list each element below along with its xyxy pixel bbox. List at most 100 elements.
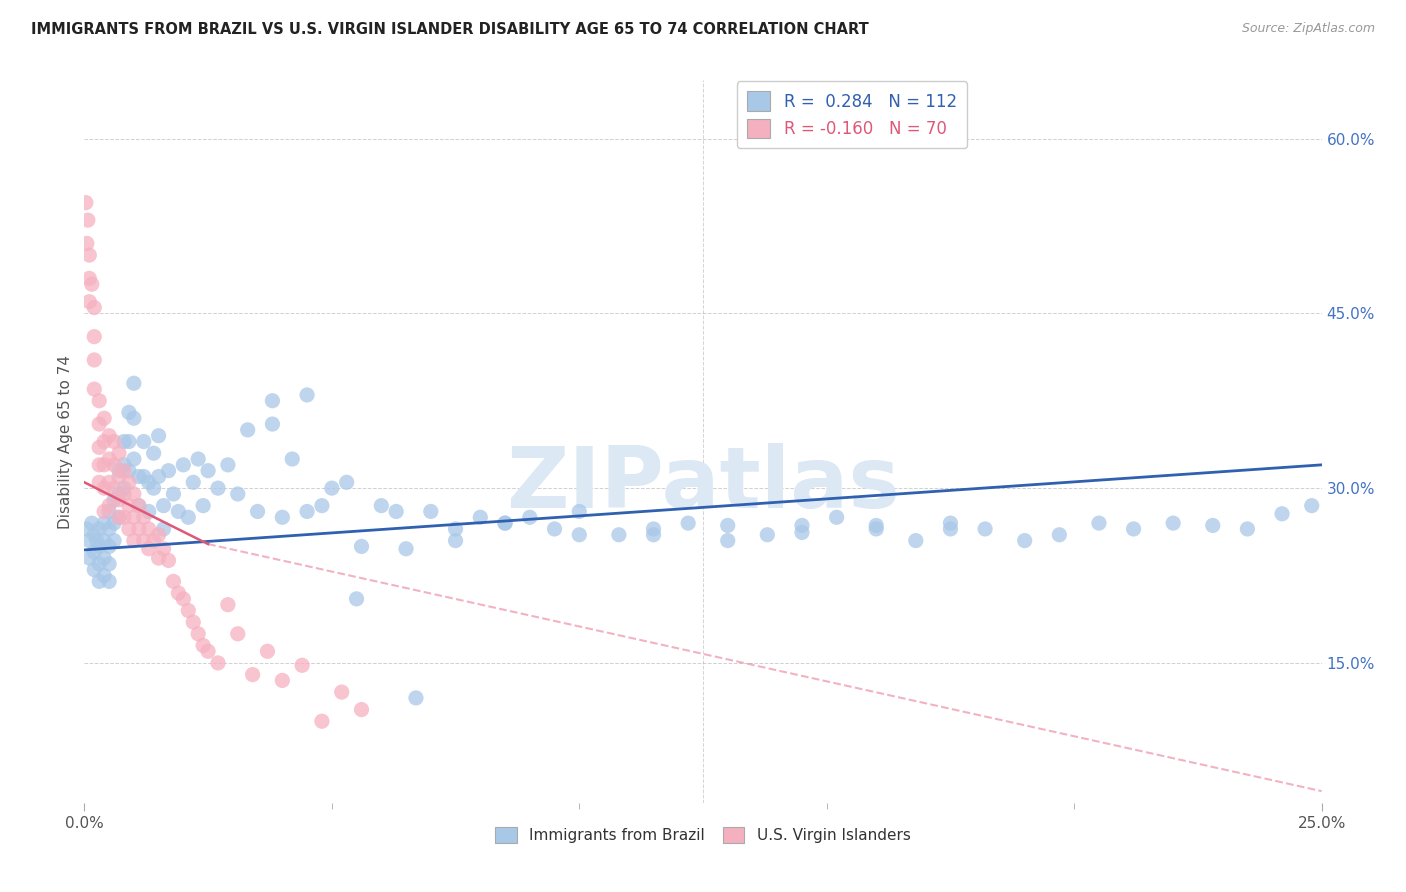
Point bbox=[1161, 516, 1184, 530]
Point bbox=[112, 510, 135, 524]
Point bbox=[122, 487, 145, 501]
Point bbox=[865, 522, 887, 536]
Point bbox=[93, 551, 115, 566]
Point bbox=[79, 248, 101, 262]
Point bbox=[281, 452, 304, 467]
Point bbox=[108, 446, 131, 460]
Point bbox=[122, 510, 145, 524]
Point bbox=[162, 487, 184, 501]
Point bbox=[346, 591, 368, 606]
Text: ZIPatlas: ZIPatlas bbox=[506, 443, 900, 526]
Point bbox=[519, 510, 541, 524]
Point bbox=[246, 504, 269, 518]
Point bbox=[470, 510, 492, 524]
Point bbox=[197, 464, 219, 478]
Point bbox=[98, 452, 121, 467]
Point bbox=[89, 574, 111, 589]
Point bbox=[93, 458, 115, 472]
Point bbox=[177, 510, 200, 524]
Point bbox=[86, 533, 108, 548]
Point bbox=[311, 714, 333, 729]
Point bbox=[207, 481, 229, 495]
Point bbox=[118, 499, 141, 513]
Point bbox=[118, 405, 141, 419]
Point bbox=[904, 533, 927, 548]
Point bbox=[643, 522, 665, 536]
Point bbox=[89, 557, 111, 571]
Point bbox=[167, 586, 190, 600]
Point bbox=[108, 492, 131, 507]
Point bbox=[89, 522, 111, 536]
Point bbox=[118, 434, 141, 449]
Legend: Immigrants from Brazil, U.S. Virgin Islanders: Immigrants from Brazil, U.S. Virgin Isla… bbox=[489, 821, 917, 849]
Point bbox=[122, 411, 145, 425]
Point bbox=[370, 499, 392, 513]
Point bbox=[132, 533, 155, 548]
Point bbox=[89, 393, 111, 408]
Point bbox=[568, 528, 591, 542]
Point bbox=[825, 510, 848, 524]
Point bbox=[939, 516, 962, 530]
Point bbox=[217, 598, 239, 612]
Point bbox=[444, 533, 467, 548]
Point bbox=[271, 510, 294, 524]
Point bbox=[717, 518, 740, 533]
Point bbox=[103, 434, 125, 449]
Point bbox=[226, 627, 249, 641]
Point bbox=[1088, 516, 1111, 530]
Point bbox=[132, 434, 155, 449]
Point bbox=[138, 475, 160, 490]
Point bbox=[75, 195, 97, 210]
Point bbox=[76, 522, 98, 536]
Point bbox=[83, 382, 105, 396]
Point bbox=[103, 516, 125, 530]
Point bbox=[93, 411, 115, 425]
Point bbox=[112, 464, 135, 478]
Point bbox=[112, 434, 135, 449]
Point bbox=[142, 446, 165, 460]
Point bbox=[311, 499, 333, 513]
Point bbox=[1301, 499, 1323, 513]
Point bbox=[152, 499, 174, 513]
Point bbox=[494, 516, 516, 530]
Point bbox=[89, 417, 111, 431]
Point bbox=[756, 528, 779, 542]
Point bbox=[112, 481, 135, 495]
Point bbox=[112, 458, 135, 472]
Point bbox=[76, 213, 98, 227]
Point bbox=[108, 510, 131, 524]
Point bbox=[128, 499, 150, 513]
Point bbox=[108, 510, 131, 524]
Point bbox=[291, 658, 314, 673]
Point bbox=[83, 353, 105, 368]
Point bbox=[98, 540, 121, 554]
Point bbox=[98, 428, 121, 442]
Text: Source: ZipAtlas.com: Source: ZipAtlas.com bbox=[1241, 22, 1375, 36]
Point bbox=[1236, 522, 1258, 536]
Point bbox=[103, 492, 125, 507]
Point bbox=[1014, 533, 1036, 548]
Point bbox=[207, 656, 229, 670]
Point bbox=[790, 518, 813, 533]
Point bbox=[128, 469, 150, 483]
Point bbox=[162, 574, 184, 589]
Text: IMMIGRANTS FROM BRAZIL VS U.S. VIRGIN ISLANDER DISABILITY AGE 65 TO 74 CORRELATI: IMMIGRANTS FROM BRAZIL VS U.S. VIRGIN IS… bbox=[31, 22, 869, 37]
Point bbox=[80, 516, 103, 530]
Point bbox=[98, 475, 121, 490]
Point bbox=[494, 516, 516, 530]
Point bbox=[152, 541, 174, 556]
Point bbox=[385, 504, 408, 518]
Point bbox=[103, 533, 125, 548]
Point bbox=[1122, 522, 1144, 536]
Point bbox=[568, 504, 591, 518]
Point bbox=[118, 475, 141, 490]
Point bbox=[103, 458, 125, 472]
Point bbox=[191, 639, 214, 653]
Point bbox=[152, 522, 174, 536]
Point bbox=[350, 540, 373, 554]
Point bbox=[108, 469, 131, 483]
Point bbox=[79, 271, 101, 285]
Point bbox=[128, 522, 150, 536]
Point bbox=[138, 522, 160, 536]
Point bbox=[108, 487, 131, 501]
